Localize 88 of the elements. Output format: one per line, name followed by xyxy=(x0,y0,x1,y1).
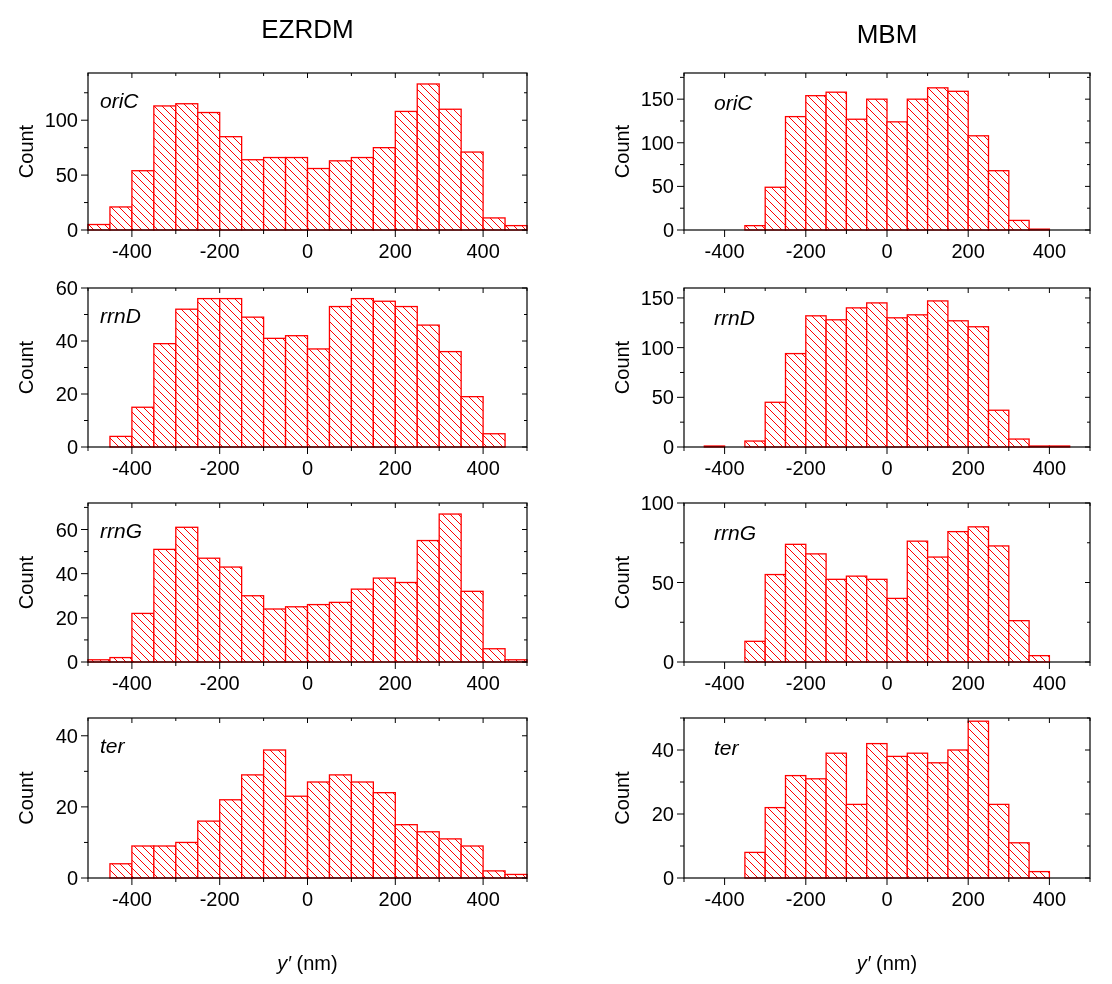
annotation: rrnG xyxy=(714,521,756,544)
y-tick-label: 40 xyxy=(55,562,78,585)
x-tick-label: 400 xyxy=(466,672,500,694)
y-axis-title: Count xyxy=(15,555,37,610)
y-tick-label: 20 xyxy=(651,803,674,825)
x-tick-label: 400 xyxy=(466,888,500,910)
chart-title: MBM xyxy=(856,19,918,49)
annotation: rrnD xyxy=(714,306,755,329)
x-tick-label: 200 xyxy=(378,888,412,910)
y-tick-label: 100 xyxy=(640,131,674,154)
y-tick-label: 0 xyxy=(66,651,78,673)
x-tick-label: 0 xyxy=(881,888,893,910)
x-tick-label: 0 xyxy=(301,888,314,910)
x-tick-label: 0 xyxy=(881,457,893,479)
y-tick-label: 100 xyxy=(640,336,674,359)
y-tick-label: 60 xyxy=(55,277,78,299)
x-tick-label: -200 xyxy=(199,888,240,910)
y-tick-label: 50 xyxy=(651,175,674,198)
chart-title: EZRDM xyxy=(261,14,354,44)
annotation: ter xyxy=(100,734,126,757)
x-tick-label: 200 xyxy=(378,240,412,262)
y-axis-title: Count xyxy=(611,555,633,610)
x-tick-label: 0 xyxy=(881,672,893,694)
x-tick-label: 400 xyxy=(466,240,500,262)
y-tick-label: 100 xyxy=(640,492,674,514)
x-tick-label: -400 xyxy=(704,457,745,479)
x-tick-label: 400 xyxy=(1032,888,1067,910)
x-tick-label: -200 xyxy=(199,672,240,694)
y-axis-title: Count xyxy=(611,124,633,179)
y-tick-label: 0 xyxy=(66,867,78,889)
y-axis-title: Count xyxy=(15,770,37,825)
x-tick-label: -400 xyxy=(704,240,745,262)
y-tick-label: 0 xyxy=(662,867,674,889)
x-tick-label: -200 xyxy=(785,672,826,694)
x-tick-label: 400 xyxy=(1032,672,1067,694)
y-tick-label: 40 xyxy=(55,724,78,747)
annotation: oriC xyxy=(100,89,140,112)
x-tick-label: -200 xyxy=(785,888,826,910)
x-tick-label: -400 xyxy=(704,672,745,694)
y-tick-label: 0 xyxy=(662,436,674,458)
x-tick-label: -400 xyxy=(111,888,152,910)
x-tick-label: 0 xyxy=(301,240,314,262)
y-tick-label: 20 xyxy=(55,606,78,629)
x-tick-label: -200 xyxy=(199,240,240,262)
x-tick-label: -400 xyxy=(111,240,152,262)
x-tick-label: 0 xyxy=(881,240,893,262)
x-tick-label: 400 xyxy=(1032,240,1067,262)
y-tick-label: 50 xyxy=(651,386,674,409)
annotation: rrnD xyxy=(100,304,141,327)
x-tick-label: 0 xyxy=(301,457,314,479)
y-tick-label: 0 xyxy=(66,436,78,458)
x-tick-label: 200 xyxy=(951,672,985,694)
x-tick-label: 200 xyxy=(951,888,985,910)
y-tick-label: 20 xyxy=(55,795,78,818)
annotation: ter xyxy=(714,736,740,759)
y-tick-label: 50 xyxy=(55,164,78,187)
x-axis-title: y′ (nm) xyxy=(854,952,918,974)
y-tick-label: 0 xyxy=(66,219,78,241)
y-tick-label: 150 xyxy=(640,286,674,309)
x-axis-title: y′ (nm) xyxy=(275,952,338,974)
x-tick-label: 200 xyxy=(378,672,412,694)
y-axis-title: Count xyxy=(611,340,633,395)
x-tick-label: 400 xyxy=(1032,457,1067,479)
annotation: rrnG xyxy=(100,519,142,542)
x-tick-label: 200 xyxy=(951,457,985,479)
y-tick-label: 60 xyxy=(55,518,78,541)
x-tick-label: -400 xyxy=(111,672,152,694)
y-tick-label: 0 xyxy=(662,651,674,673)
y-tick-label: 40 xyxy=(651,739,674,761)
x-tick-label: -400 xyxy=(704,888,745,910)
x-tick-label: 200 xyxy=(951,240,985,262)
y-axis-title: Count xyxy=(611,770,633,825)
annotation: oriC xyxy=(714,91,754,114)
x-tick-label: -400 xyxy=(111,457,152,479)
y-tick-label: 40 xyxy=(55,330,78,352)
y-tick-label: 0 xyxy=(662,219,674,241)
y-tick-label: 20 xyxy=(55,383,78,405)
x-tick-label: -200 xyxy=(199,457,240,479)
x-tick-label: -200 xyxy=(785,240,826,262)
x-tick-label: 400 xyxy=(466,457,500,479)
x-tick-label: 200 xyxy=(378,457,412,479)
y-axis-title: Count xyxy=(15,340,37,395)
y-tick-label: 150 xyxy=(640,88,674,111)
y-tick-label: 100 xyxy=(44,109,78,132)
x-tick-label: -200 xyxy=(785,457,826,479)
y-tick-label: 50 xyxy=(651,571,674,594)
y-axis-title: Count xyxy=(15,124,37,179)
x-tick-label: 0 xyxy=(301,672,314,694)
